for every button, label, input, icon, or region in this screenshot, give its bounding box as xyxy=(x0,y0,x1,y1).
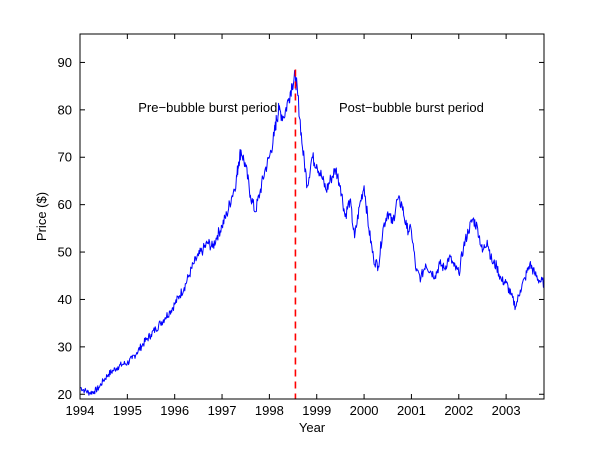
y-axis-label: Price ($) xyxy=(34,192,49,241)
y-axis-ticks: 20 30 40 50 60 70 80 90 xyxy=(58,55,544,402)
x-axis-label: Year xyxy=(299,420,326,435)
x-tick-label: 1998 xyxy=(255,403,284,418)
x-tick-label: 2000 xyxy=(350,403,379,418)
annotations: Pre−bubble burst period Post−bubble burst… xyxy=(138,100,484,115)
x-tick-label: 1996 xyxy=(160,403,189,418)
plot-content xyxy=(79,69,545,399)
x-tick-label: 1994 xyxy=(66,403,95,418)
x-tick-label: 1995 xyxy=(113,403,142,418)
y-tick-label: 90 xyxy=(58,55,72,70)
y-tick-label: 80 xyxy=(58,102,72,117)
pre-bubble-annotation: Pre−bubble burst period xyxy=(138,100,277,115)
x-tick-label: 2001 xyxy=(397,403,426,418)
x-tick-label: 2002 xyxy=(444,403,473,418)
x-axis-ticks: 1994 1995 1996 1997 1998 1999 2000 2001 2002 2003 xyxy=(66,34,521,418)
y-tick-label: 20 xyxy=(58,387,72,402)
x-tick-label: 1999 xyxy=(302,403,331,418)
y-tick-label: 30 xyxy=(58,339,72,354)
x-tick-label: 2003 xyxy=(492,403,521,418)
y-tick-label: 70 xyxy=(58,150,72,165)
y-tick-label: 40 xyxy=(58,292,72,307)
x-tick-label: 1997 xyxy=(208,403,237,418)
y-tick-label: 60 xyxy=(58,197,72,212)
axes-box xyxy=(79,33,545,400)
post-bubble-annotation: Post−bubble burst period xyxy=(339,100,484,115)
y-tick-label: 50 xyxy=(58,245,72,260)
price-series-line xyxy=(79,70,545,396)
